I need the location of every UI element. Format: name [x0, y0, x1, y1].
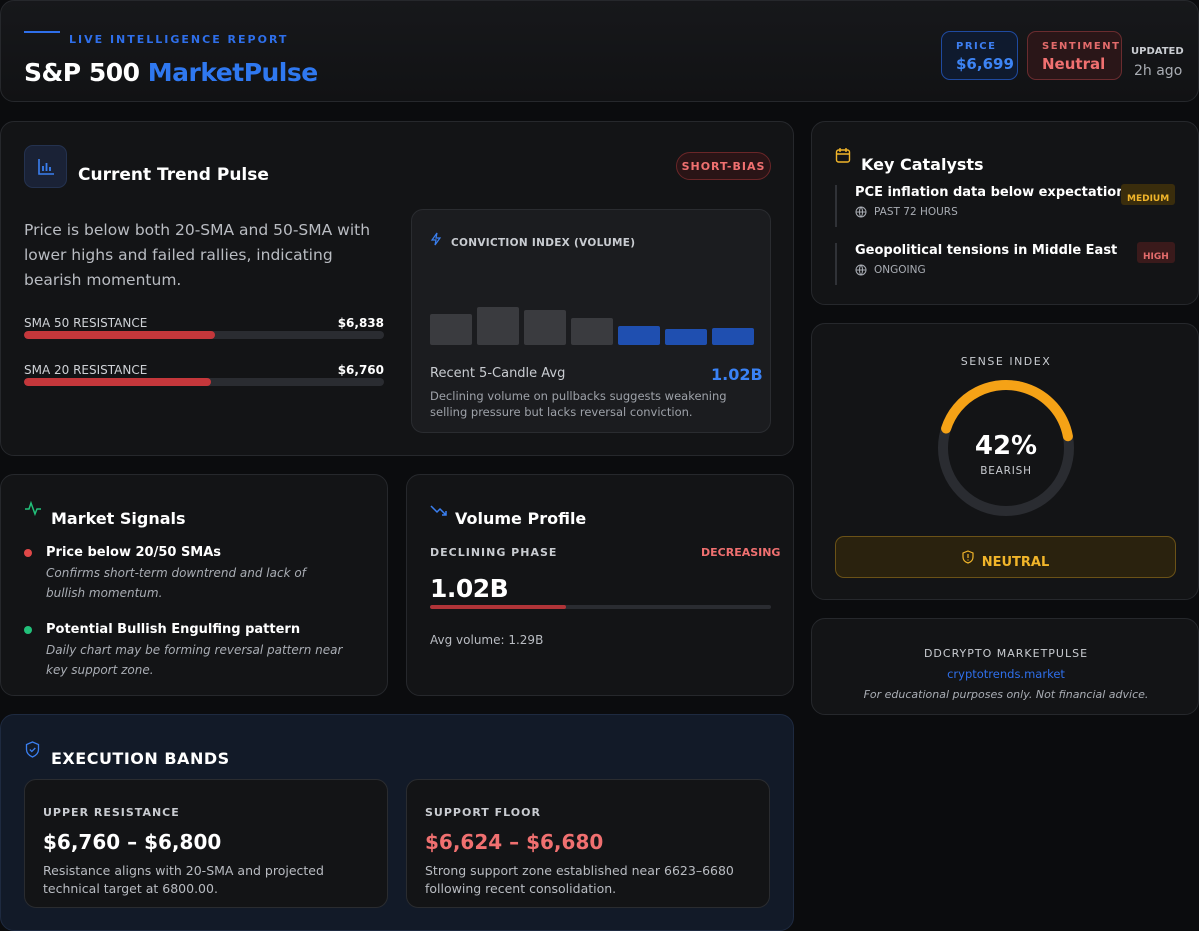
impact-badge-medium: MEDIUM: [1121, 184, 1176, 205]
volume-phase: DECLINING PHASE: [430, 546, 558, 559]
neutral-status-label: NEUTRAL: [981, 554, 1050, 570]
header-subtitle: LIVE INTELLIGENCE REPORT: [69, 33, 289, 46]
avg-label: Recent 5-Candle Avg: [430, 366, 566, 381]
shield-check-icon: [25, 741, 40, 762]
activity-icon: [24, 500, 42, 520]
sentiment-value: Neutral: [1042, 55, 1106, 73]
support-description: Strong support zone established near 662…: [425, 863, 734, 896]
neutral-status: NEUTRAL: [835, 536, 1176, 578]
disclaimer: For educational purposes only. Not finan…: [863, 688, 1149, 701]
sense-title: SENSE INDEX: [960, 355, 1052, 368]
updated-label: UPDATED: [1131, 46, 1184, 57]
sma50-bar-fill: [24, 331, 215, 339]
support-floor-band: SUPPORT FLOOR $6,624 – $6,680 Strong sup…: [406, 779, 770, 908]
sense-gauge: 42% BEARISH: [937, 379, 1075, 517]
volume-bar-3: [524, 310, 566, 345]
globe-icon: [855, 206, 867, 218]
brand-link[interactable]: cryptotrends.market: [947, 667, 1065, 681]
price-value: $6,699: [956, 55, 1014, 73]
trending-down-icon: [430, 501, 448, 520]
report-header: LIVE INTELLIGENCE REPORT S&P 500 MarketP…: [0, 0, 1199, 102]
signals-title: Market Signals: [51, 509, 186, 528]
volume-bar-6: [665, 329, 707, 345]
sense-label: BEARISH: [980, 465, 1032, 477]
bullish-dot: [24, 626, 32, 634]
volume-bar-fill: [430, 605, 567, 609]
signal-description: Daily chart may be forming reversal patt…: [46, 643, 343, 677]
conviction-note: Declining volume on pullbacks suggests w…: [430, 389, 727, 419]
catalyst-item: Geopolitical tensions in Middle East ONG…: [835, 243, 1175, 285]
volume-bar-1: [430, 314, 472, 345]
upper-label: UPPER RESISTANCE: [43, 806, 180, 819]
impact-badge-high: HIGH: [1137, 242, 1175, 263]
sma20-value: $6,760: [337, 363, 384, 377]
sense-index-card: SENSE INDEX 42% BEARISH NEUTRAL: [811, 323, 1199, 600]
sma50-value: $6,838: [337, 316, 384, 330]
sentiment-label: SENTIMENT: [1042, 41, 1121, 52]
brand-name: DDCRYPTO MARKETPULSE: [923, 647, 1089, 660]
trend-pulse-card: Current Trend Pulse SHORT-BIAS Price is …: [0, 121, 794, 456]
short-bias-badge: SHORT-BIAS: [676, 152, 771, 180]
support-value: $6,624 – $6,680: [425, 830, 604, 854]
catalyst-meta: ONGOING: [855, 264, 1175, 276]
catalyst-meta: PAST 72 HOURS: [855, 206, 1175, 218]
bar-chart-icon: [24, 145, 67, 188]
lightning-icon: [430, 231, 443, 250]
conviction-index-panel: CONVICTION INDEX (VOLUME) Recent 5-Candl…: [411, 209, 771, 433]
sense-value: 42%: [974, 431, 1038, 461]
volume-value: 1.02B: [430, 574, 509, 603]
globe-icon: [855, 264, 867, 276]
sma50-label: SMA 50 RESISTANCE: [24, 316, 148, 330]
conviction-title: CONVICTION INDEX (VOLUME): [451, 237, 636, 249]
page-title: S&P 500 MarketPulse: [24, 58, 318, 87]
gauge-arc: [938, 379, 1074, 516]
title-accent: MarketPulse: [147, 58, 318, 87]
price-pill: PRICE $6,699: [941, 31, 1018, 80]
shield-alert-icon: [962, 550, 974, 564]
calendar-icon: [835, 147, 851, 168]
sma20-label: SMA 20 RESISTANCE: [24, 363, 148, 377]
brand-footer-card: DDCRYPTO MARKETPULSE cryptotrends.market…: [811, 618, 1199, 715]
catalyst-timeframe: ONGOING: [874, 264, 926, 276]
support-label: SUPPORT FLOOR: [425, 806, 541, 819]
execution-title: EXECUTION BANDS: [51, 749, 230, 768]
market-signals-card: Market Signals Price below 20/50 SMAs Co…: [0, 474, 388, 696]
volume-profile-card: Volume Profile DECLINING PHASE DECREASIN…: [406, 474, 794, 696]
upper-resistance-band: UPPER RESISTANCE $6,760 – $6,800 Resista…: [24, 779, 388, 908]
volume-bar-2: [477, 307, 519, 345]
title-main: S&P 500: [24, 58, 140, 87]
signal-item: Price below 20/50 SMAs Confirms short-te…: [24, 545, 346, 603]
sentiment-pill: SENTIMENT Neutral: [1027, 31, 1122, 80]
catalyst-headline: PCE inflation data below expectations: [855, 185, 1134, 200]
header-accent-line: [24, 31, 60, 33]
sma50-bar: [24, 331, 384, 339]
sma20-bar-fill: [24, 378, 212, 386]
upper-description: Resistance aligns with 20-SMA and projec…: [43, 863, 324, 896]
updated-value: 2h ago: [1134, 63, 1183, 79]
signal-item: Potential Bullish Engulfing pattern Dail…: [24, 622, 346, 680]
catalyst-headline: Geopolitical tensions in Middle East: [855, 243, 1118, 258]
signal-description: Confirms short-term downtrend and lack o…: [46, 566, 306, 600]
catalyst-timeframe: PAST 72 HOURS: [874, 206, 958, 218]
execution-bands-card: EXECUTION BANDS UPPER RESISTANCE $6,760 …: [0, 714, 794, 931]
sma20-bar: [24, 378, 384, 386]
volume-bar: [430, 605, 771, 609]
volume-title: Volume Profile: [455, 509, 587, 528]
signal-headline: Price below 20/50 SMAs: [46, 545, 222, 560]
volume-bar-4: [571, 318, 613, 345]
volume-bar-7: [712, 328, 754, 345]
catalyst-item: PCE inflation data below expectations PA…: [835, 185, 1175, 227]
volume-trend: DECREASING: [701, 546, 781, 559]
volume-bar-5: [618, 326, 660, 345]
bearish-dot: [24, 549, 32, 557]
trend-title: Current Trend Pulse: [78, 165, 269, 185]
upper-value: $6,760 – $6,800: [43, 830, 222, 854]
price-label: PRICE: [956, 41, 997, 52]
signal-headline: Potential Bullish Engulfing pattern: [46, 622, 301, 637]
catalysts-title: Key Catalysts: [861, 155, 984, 174]
avg-value: 1.02B: [711, 365, 763, 384]
key-catalysts-card: Key Catalysts PCE inflation data below e…: [811, 121, 1199, 305]
volume-avg: Avg volume: 1.29B: [430, 633, 544, 647]
trend-description: Price is below both 20-SMA and 50-SMA wi…: [24, 221, 371, 289]
